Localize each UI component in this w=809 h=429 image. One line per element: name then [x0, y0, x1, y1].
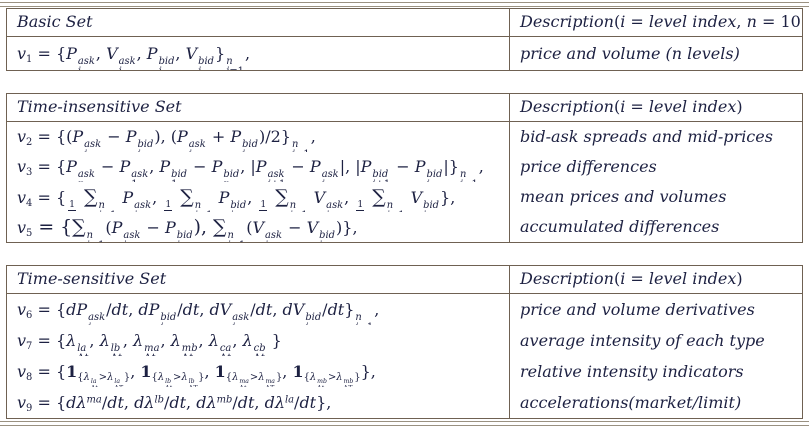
set-name-header: Time-sensitive Set	[7, 266, 510, 293]
description-cell: average intensity of each type	[520, 331, 765, 350]
description-cell: accelerations(market/limit)	[520, 393, 742, 412]
set-name-header: Time-insensitive Set	[7, 94, 510, 121]
table-row: v8 = {1{λlaΔt>λlaΔT}, 1{λlbΔt>λlbΔT}, 1{…	[7, 356, 802, 387]
table-row: v6 = {dPaski/dt, dPbidi/dt, dVaski/dt, d…	[7, 294, 802, 325]
description-header: Description(i = level index)	[520, 97, 743, 116]
description-cell: price and volume (n levels)	[520, 44, 740, 63]
formula-cell: v5 = {∑ni=1(Paski − Pbidi), ∑ni=1(Vaski …	[7, 212, 510, 242]
formula-cell: v8 = {1{λlaΔt>λlaΔT}, 1{λlbΔt>λlbΔT}, 1{…	[7, 356, 510, 387]
table-body: v6 = {dPaski/dt, dPbidi/dt, dVaski/dt, d…	[7, 294, 802, 418]
table-row: v7 = {λlaΔt, λlbΔt, λmaΔt, λmbΔt, λcaΔt,…	[7, 325, 802, 356]
description-cell: relative intensity indicators	[520, 362, 744, 381]
formula-cell: v4 = {1n ∑ni=1 Paski, 1n ∑ni=1 Pbidi, 1n…	[7, 182, 510, 212]
time-insensitive-set-table: Time-insensitive Set Description(i = lev…	[6, 93, 803, 243]
formula-cell: v6 = {dPaski/dt, dPbidi/dt, dVaski/dt, d…	[7, 294, 510, 325]
formula-cell: v1 = {Paski, Vaski, Pbidi, Vbidi}ni=1,	[7, 37, 510, 70]
top-double-rule	[0, 2, 809, 7]
description-cell: mean prices and volumes	[520, 187, 727, 206]
description-cell: price and volume derivatives	[520, 300, 755, 319]
formula-cell: v7 = {λlaΔt, λlbΔt, λmaΔt, λmbΔt, λcaΔt,…	[7, 325, 510, 356]
formula-cell: v2 = {(Paski − Pbidi), (Paski + Pbidi)/2…	[7, 122, 510, 152]
table-row: v5 = {∑ni=1(Paski − Pbidi), ∑ni=1(Vaski …	[7, 212, 802, 242]
basic-set-table: Basic Set Description(i = level index, n…	[6, 8, 803, 71]
description-header: Description(i = level index)	[520, 269, 743, 288]
table-row: v3 = {Paskn − Pask1, Pbid1 − Pbidn, |Pas…	[7, 152, 802, 182]
table-row: v4 = {1n ∑ni=1 Paski, 1n ∑ni=1 Pbidi, 1n…	[7, 182, 802, 212]
time-sensitive-set-table: Time-sensitive Set Description(i = level…	[6, 265, 803, 419]
table-header-row: Time-sensitive Set Description(i = level…	[7, 266, 802, 294]
table-row: v9 = {dλma/dt, dλlb/dt, dλmb/dt, dλla/dt…	[7, 387, 802, 418]
description-cell: accumulated differences	[520, 217, 720, 236]
description-header: Description(i = level index, n = 10)	[520, 12, 802, 31]
formula-cell: v3 = {Paskn − Pask1, Pbid1 − Pbidn, |Pas…	[7, 152, 510, 182]
formula-cell: v9 = {dλma/dt, dλlb/dt, dλmb/dt, dλla/dt…	[7, 387, 510, 418]
table-body: v1 = {Paski, Vaski, Pbidi, Vbidi}ni=1, pr…	[7, 37, 802, 70]
bottom-double-rule	[0, 421, 809, 426]
description-cell: price differences	[520, 157, 657, 176]
table-row: v2 = {(Paski − Pbidi), (Paski + Pbidi)/2…	[7, 122, 802, 152]
table-body: v2 = {(Paski − Pbidi), (Paski + Pbidi)/2…	[7, 122, 802, 242]
set-name-header: Basic Set	[7, 9, 510, 36]
description-cell: bid-ask spreads and mid-prices	[520, 127, 773, 146]
table-row: v1 = {Paski, Vaski, Pbidi, Vbidi}ni=1, pr…	[7, 37, 802, 70]
table-header-row: Time-insensitive Set Description(i = lev…	[7, 94, 802, 122]
table-header-row: Basic Set Description(i = level index, n…	[7, 9, 802, 37]
